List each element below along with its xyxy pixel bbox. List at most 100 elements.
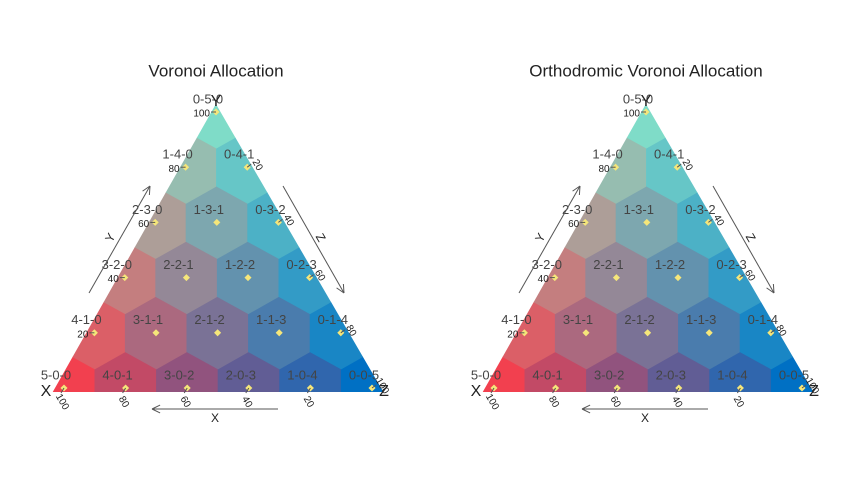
point	[275, 329, 283, 337]
point-label: 2-0-3	[226, 367, 256, 382]
y-tick-label: 80	[168, 164, 180, 175]
point-label: 0-0-5	[779, 367, 809, 382]
z-tick	[770, 329, 776, 334]
z-tick-label: 20	[250, 158, 265, 174]
point-label: 1-0-4	[287, 367, 317, 382]
x-tick-label: 60	[608, 395, 623, 411]
axis-arrow	[518, 185, 581, 294]
point-label: 0-2-3	[716, 257, 746, 272]
point-label: 2-1-2	[194, 312, 224, 327]
z-tick	[739, 274, 744, 279]
point	[582, 329, 590, 337]
axis-arrowhead	[581, 408, 591, 414]
point-label: 2-1-2	[624, 312, 654, 327]
z-tick-label: 80	[343, 323, 358, 339]
point-label: 0-4-1	[654, 147, 684, 162]
z-tick	[246, 163, 252, 168]
axis-arrowhead	[581, 404, 591, 410]
axis-title: Y	[532, 231, 548, 245]
point-label: 4-0-1	[102, 367, 132, 382]
axis-arrowhead	[342, 283, 345, 294]
point-label: 1-1-3	[256, 312, 286, 327]
x-tick-label: 20	[301, 395, 316, 411]
x-tick-label: 100	[483, 392, 501, 412]
point-label: 1-4-0	[592, 147, 622, 162]
z-tick	[371, 384, 377, 389]
y-tick-label: 60	[568, 219, 580, 230]
corner-label: Z	[379, 383, 389, 400]
x-tick	[183, 387, 188, 394]
x-tick	[306, 387, 311, 394]
axis-title: X	[211, 411, 219, 425]
axis-arrowhead	[151, 404, 161, 410]
z-tick-label: 80	[773, 323, 788, 339]
axis-arrowhead	[766, 287, 775, 294]
point-label: 3-2-0	[102, 257, 132, 272]
voronoi-cell	[196, 104, 236, 149]
x-tick-label: 40	[239, 395, 254, 411]
point-label: 5-0-0	[41, 367, 71, 382]
point-label: 0-1-4	[748, 312, 778, 327]
x-tick-label: 60	[178, 395, 193, 411]
corner-label: X	[41, 383, 52, 400]
point	[705, 329, 713, 337]
y-tick-label: 40	[538, 274, 550, 285]
point	[152, 329, 160, 337]
point-label: 0-5-0	[623, 91, 653, 106]
axis-arrowhead	[578, 185, 581, 196]
x-tick	[613, 387, 618, 394]
point-label: 0-0-5	[349, 367, 379, 382]
y-tick-label: 40	[108, 274, 120, 285]
point-label: 4-1-0	[71, 312, 101, 327]
z-tick-label: 20	[680, 158, 695, 174]
corner-label: Y	[641, 93, 652, 110]
axis-arrow	[712, 185, 775, 294]
point-label: 2-2-1	[593, 257, 623, 272]
point-label: 0-4-1	[224, 147, 254, 162]
point-label: 3-2-0	[532, 257, 562, 272]
z-tick	[708, 218, 713, 223]
axis-arrow	[282, 185, 345, 294]
x-tick-label: 20	[731, 395, 746, 411]
z-tick	[340, 329, 346, 334]
x-tick-label: 100	[53, 392, 71, 412]
point-label: 0-1-4	[318, 312, 348, 327]
x-tick	[675, 387, 680, 394]
point-label: 1-2-2	[655, 257, 685, 272]
chart-title: Orthodromic Voronoi Allocation	[529, 61, 762, 80]
z-tick-label: 60	[312, 268, 327, 284]
point-label: 1-2-2	[225, 257, 255, 272]
point-label: 2-2-1	[163, 257, 193, 272]
point	[612, 274, 620, 282]
z-tick	[676, 163, 682, 168]
x-tick-label: 40	[669, 395, 684, 411]
point-label: 4-1-0	[501, 312, 531, 327]
point-label: 0-3-2	[255, 202, 285, 217]
point-label: 1-4-0	[162, 147, 192, 162]
axis-title: X	[641, 411, 649, 425]
z-tick	[278, 218, 283, 223]
axis-arrow	[88, 185, 151, 294]
chart-title: Voronoi Allocation	[148, 61, 283, 80]
x-tick	[552, 387, 557, 394]
y-tick-label: 100	[623, 109, 640, 120]
point-label: 3-1-1	[563, 312, 593, 327]
point	[213, 218, 221, 226]
z-tick	[309, 274, 314, 279]
x-tick	[122, 387, 127, 394]
point-label: 1-3-1	[194, 202, 224, 217]
axis-arrowhead	[148, 185, 151, 196]
point	[214, 329, 222, 337]
y-tick-label: 100	[193, 109, 210, 120]
point	[644, 329, 652, 337]
x-tick	[245, 387, 250, 394]
point-label: 0-3-2	[685, 202, 715, 217]
point-label: 1-1-3	[686, 312, 716, 327]
axis-title: Y	[102, 231, 118, 245]
corner-label: Y	[211, 93, 222, 110]
z-tick-label: 40	[281, 213, 296, 229]
point-label: 1-3-1	[624, 202, 654, 217]
x-tick	[60, 387, 65, 394]
axis-arrowhead	[572, 185, 581, 192]
